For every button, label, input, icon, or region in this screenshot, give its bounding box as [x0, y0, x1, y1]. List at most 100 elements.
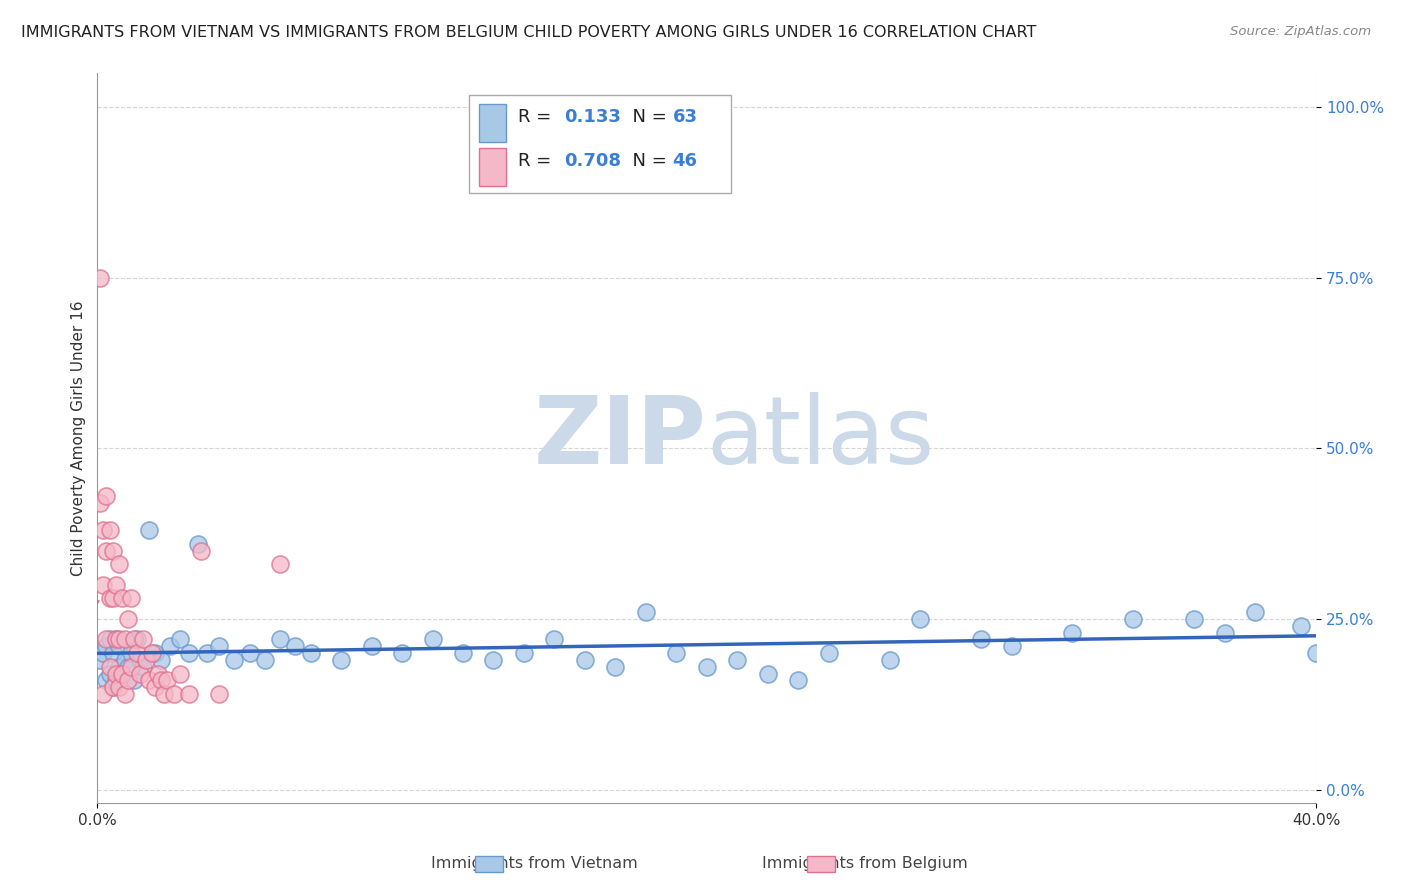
Point — [93, 523, 115, 537]
Point — [208, 639, 231, 653]
Point — [107, 632, 129, 647]
Point — [156, 673, 179, 688]
Point — [1182, 612, 1205, 626]
Point — [284, 639, 307, 653]
Point — [605, 659, 627, 673]
Point — [169, 632, 191, 647]
Point — [177, 646, 200, 660]
Point — [665, 646, 688, 660]
Point — [787, 673, 810, 688]
Text: ZIP: ZIP — [534, 392, 707, 484]
Point — [101, 646, 124, 660]
Point — [89, 653, 111, 667]
Point — [817, 646, 839, 660]
Text: Source: ZipAtlas.com: Source: ZipAtlas.com — [1230, 25, 1371, 38]
Point — [725, 653, 748, 667]
Point — [107, 659, 129, 673]
Point — [159, 639, 181, 653]
Point — [89, 270, 111, 285]
Point — [114, 687, 136, 701]
Point — [756, 666, 779, 681]
Point — [177, 687, 200, 701]
Point — [574, 653, 596, 667]
Point — [391, 646, 413, 660]
Point — [143, 646, 166, 660]
Point — [239, 646, 262, 660]
Point — [96, 673, 118, 688]
Point — [107, 558, 129, 572]
Point — [634, 605, 657, 619]
Point — [111, 591, 134, 606]
Point — [135, 653, 157, 667]
Point — [104, 666, 127, 681]
Bar — [479, 148, 506, 186]
Point — [114, 653, 136, 667]
Point — [187, 537, 209, 551]
Y-axis label: Child Poverty Among Girls Under 16: Child Poverty Among Girls Under 16 — [72, 301, 86, 576]
Point — [169, 666, 191, 681]
Point — [117, 673, 139, 688]
Point — [98, 632, 121, 647]
Point — [208, 687, 231, 701]
Point — [451, 646, 474, 660]
Point — [89, 496, 111, 510]
Point — [98, 659, 121, 673]
Text: R =: R = — [517, 108, 557, 126]
FancyBboxPatch shape — [470, 95, 731, 194]
Point — [513, 646, 536, 660]
Point — [96, 489, 118, 503]
Bar — [479, 104, 506, 143]
Point — [195, 646, 218, 660]
Point — [1305, 646, 1327, 660]
Point — [330, 653, 353, 667]
Point — [122, 673, 145, 688]
Point — [143, 680, 166, 694]
Text: IMMIGRANTS FROM VIETNAM VS IMMIGRANTS FROM BELGIUM CHILD POVERTY AMONG GIRLS UND: IMMIGRANTS FROM VIETNAM VS IMMIGRANTS FR… — [21, 25, 1036, 40]
Point — [104, 578, 127, 592]
Point — [93, 578, 115, 592]
Point — [98, 591, 121, 606]
Text: R =: R = — [517, 152, 557, 169]
Point — [98, 666, 121, 681]
Point — [150, 653, 173, 667]
Point — [879, 653, 901, 667]
Point — [120, 659, 142, 673]
Point — [117, 612, 139, 626]
Text: 63: 63 — [672, 108, 697, 126]
Point — [153, 687, 176, 701]
Point — [150, 673, 173, 688]
Point — [101, 680, 124, 694]
Point — [101, 680, 124, 694]
Point — [696, 659, 718, 673]
Point — [101, 543, 124, 558]
Point — [96, 639, 118, 653]
Point — [93, 687, 115, 701]
Point — [107, 639, 129, 653]
Point — [253, 653, 276, 667]
Point — [104, 673, 127, 688]
Point — [120, 646, 142, 660]
Point — [122, 632, 145, 647]
Point — [141, 646, 163, 660]
Point — [1000, 639, 1022, 653]
Point — [1289, 619, 1312, 633]
Text: 46: 46 — [672, 152, 697, 169]
Point — [117, 659, 139, 673]
Point — [101, 591, 124, 606]
Point — [104, 632, 127, 647]
Point — [132, 632, 155, 647]
Point — [129, 666, 152, 681]
Point — [96, 543, 118, 558]
Point — [125, 646, 148, 660]
Point — [269, 632, 291, 647]
Point — [299, 646, 322, 660]
Point — [190, 543, 212, 558]
Point — [96, 632, 118, 647]
Point — [120, 591, 142, 606]
Point — [132, 659, 155, 673]
Point — [125, 632, 148, 647]
Point — [162, 687, 184, 701]
Point — [104, 632, 127, 647]
Point — [138, 673, 160, 688]
Point — [148, 666, 170, 681]
